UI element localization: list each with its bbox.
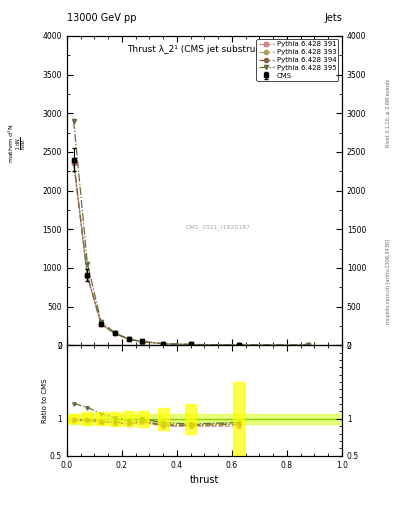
Pythia 6.428 394 [161, 340, 165, 347]
Pythia 6.428 394 [99, 322, 104, 328]
Pythia 6.428 395 [140, 338, 145, 345]
Text: Jets: Jets [324, 13, 342, 23]
Text: Thrust λ_2¹ (CMS jet substructure): Thrust λ_2¹ (CMS jet substructure) [127, 45, 282, 54]
Pythia 6.428 394 [113, 330, 118, 336]
Bar [158, 408, 169, 430]
Pythia 6.428 395 [161, 340, 165, 347]
Pythia 6.428 395 [305, 342, 310, 348]
Pythia 6.428 395 [99, 319, 104, 325]
Pythia 6.428 395 [72, 118, 76, 124]
Pythia 6.428 391 [188, 342, 193, 348]
Bar [123, 412, 134, 426]
Bar [67, 414, 342, 424]
Pythia 6.428 394 [85, 273, 90, 279]
Bar [233, 382, 244, 456]
Pythia 6.428 391 [127, 336, 131, 343]
Pythia 6.428 394 [140, 338, 145, 345]
Pythia 6.428 394 [127, 336, 131, 343]
Pythia 6.428 391 [161, 340, 165, 347]
Pythia 6.428 391 [99, 322, 104, 328]
Pythia 6.428 395 [127, 336, 131, 342]
Bar [82, 412, 93, 425]
Pythia 6.428 391 [113, 330, 118, 336]
Pythia 6.428 393 [305, 342, 310, 348]
Line: Pythia 6.428 391: Pythia 6.428 391 [72, 161, 310, 347]
Pythia 6.428 395 [237, 342, 241, 348]
Pythia 6.428 394 [237, 342, 241, 348]
Pythia 6.428 395 [188, 342, 193, 348]
Bar [96, 412, 107, 425]
Line: Pythia 6.428 395: Pythia 6.428 395 [72, 119, 310, 347]
Pythia 6.428 393 [237, 342, 241, 348]
Pythia 6.428 393 [85, 273, 90, 279]
Y-axis label: Ratio to CMS: Ratio to CMS [42, 378, 48, 423]
Pythia 6.428 394 [188, 342, 193, 348]
Pythia 6.428 391 [305, 342, 310, 348]
Pythia 6.428 391 [72, 160, 76, 166]
Pythia 6.428 394 [72, 159, 76, 165]
Pythia 6.428 391 [85, 273, 90, 280]
Pythia 6.428 395 [85, 261, 90, 267]
Legend: Pythia 6.428 391, Pythia 6.428 393, Pythia 6.428 394, Pythia 6.428 395, CMS: Pythia 6.428 391, Pythia 6.428 393, Pyth… [257, 39, 338, 81]
Text: $\frac{1}{\mathrm{N}} \frac{\mathrm{d}N}{\mathrm{d}\lambda}$: $\frac{1}{\mathrm{N}} \frac{\mathrm{d}N}… [15, 137, 29, 150]
Pythia 6.428 395 [113, 330, 118, 336]
Text: Rivet 3.1.10, ≥ 2.6M events: Rivet 3.1.10, ≥ 2.6M events [386, 78, 391, 147]
Pythia 6.428 393 [99, 321, 104, 327]
Line: Pythia 6.428 393: Pythia 6.428 393 [72, 159, 310, 347]
Bar [137, 411, 148, 426]
Pythia 6.428 393 [140, 338, 145, 345]
Text: CMS_2021_I1920187: CMS_2021_I1920187 [185, 225, 251, 230]
Bar [185, 404, 196, 434]
Bar [68, 414, 79, 423]
Pythia 6.428 394 [305, 342, 310, 348]
Pythia 6.428 391 [237, 342, 241, 348]
Pythia 6.428 393 [161, 340, 165, 347]
Text: mathrm d$^2$N: mathrm d$^2$N [7, 123, 17, 163]
Text: mcplots.cern.ch [arXiv:1306.3436]: mcplots.cern.ch [arXiv:1306.3436] [386, 239, 391, 324]
Line: Pythia 6.428 394: Pythia 6.428 394 [72, 160, 310, 347]
Pythia 6.428 393 [113, 330, 118, 336]
Bar [109, 412, 121, 426]
Pythia 6.428 393 [127, 336, 131, 343]
Pythia 6.428 393 [72, 158, 76, 164]
Text: 13000 GeV pp: 13000 GeV pp [67, 13, 136, 23]
Pythia 6.428 391 [140, 338, 145, 345]
X-axis label: thrust: thrust [190, 475, 219, 485]
Pythia 6.428 393 [188, 342, 193, 348]
